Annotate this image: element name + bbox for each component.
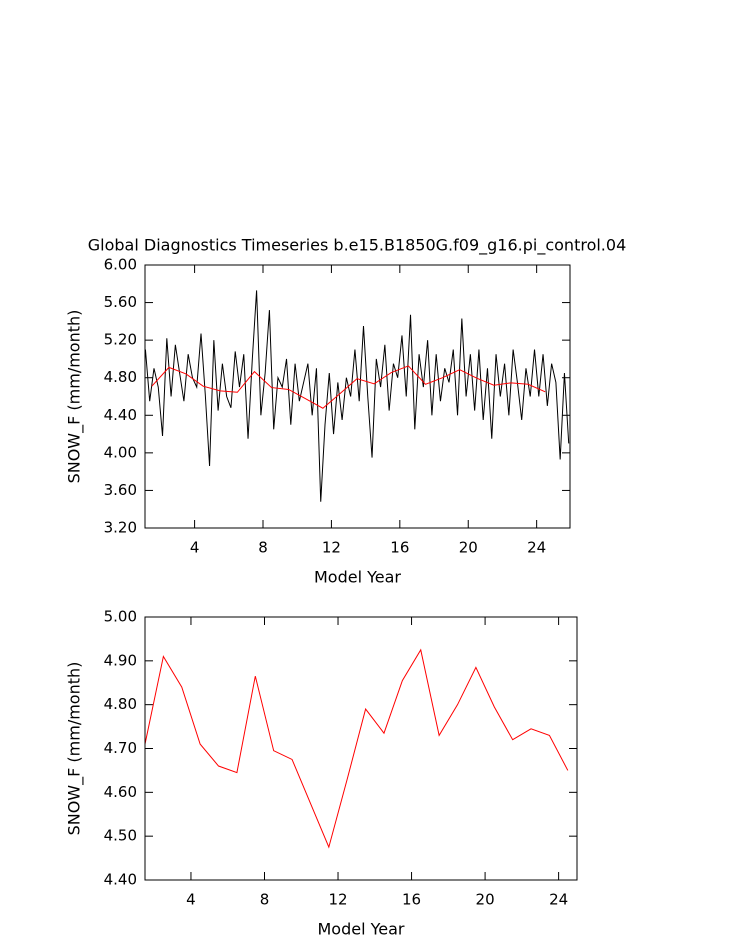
x-tick-label: 20 xyxy=(459,539,478,557)
chart-title: Global Diagnostics Timeseries b.e15.B185… xyxy=(88,236,627,256)
y-tick-label: 4.60 xyxy=(104,783,137,801)
y-tick-label: 6.00 xyxy=(104,256,137,274)
y-tick-label: 4.40 xyxy=(104,871,137,889)
y-tick-label: 5.20 xyxy=(104,331,137,349)
x-tick-label: 16 xyxy=(390,539,409,557)
y-tick-label: 4.00 xyxy=(104,443,137,461)
data-line xyxy=(144,290,570,502)
y-tick-label: 3.60 xyxy=(104,481,137,499)
data-line xyxy=(151,365,546,409)
y-tick-label: 3.20 xyxy=(104,519,137,537)
x-tick-label: 12 xyxy=(322,539,341,557)
y-tick-label: 4.70 xyxy=(104,739,137,757)
y-tick-label: 4.80 xyxy=(104,695,137,713)
plot-frame xyxy=(144,616,578,881)
chart-panel: Model Year SNOW_F (mm/month) 4.40 4.50 4.60 4… xyxy=(65,608,578,939)
x-axis-label: Model Year xyxy=(318,920,405,939)
x-tick-label: 12 xyxy=(328,891,347,909)
x-tick-label: 20 xyxy=(476,891,495,909)
x-tick-label: 4 xyxy=(190,539,200,557)
x-tick-label: 24 xyxy=(549,891,568,909)
y-tick-label: 5.00 xyxy=(104,608,137,626)
y-axis-label: SNOW_F (mm/month) xyxy=(65,310,85,484)
data-line xyxy=(144,648,569,849)
y-tick-label: 4.40 xyxy=(104,406,137,424)
x-tick-label: 24 xyxy=(527,539,546,557)
y-tick-label: 4.50 xyxy=(104,827,137,845)
chart-panel: Global Diagnostics Timeseries b.e15.B185… xyxy=(65,236,627,587)
x-tick-label: 16 xyxy=(402,891,421,909)
plot-frame xyxy=(144,264,571,529)
x-tick-label: 8 xyxy=(260,891,270,909)
x-tick-label: 4 xyxy=(186,891,196,909)
x-axis-label: Model Year xyxy=(314,568,401,587)
y-axis-label: SNOW_F (mm/month) xyxy=(65,662,85,836)
y-tick-label: 4.80 xyxy=(104,368,137,386)
x-tick-label: 8 xyxy=(258,539,268,557)
y-tick-label: 5.60 xyxy=(104,293,137,311)
y-tick-label: 4.90 xyxy=(104,651,137,669)
